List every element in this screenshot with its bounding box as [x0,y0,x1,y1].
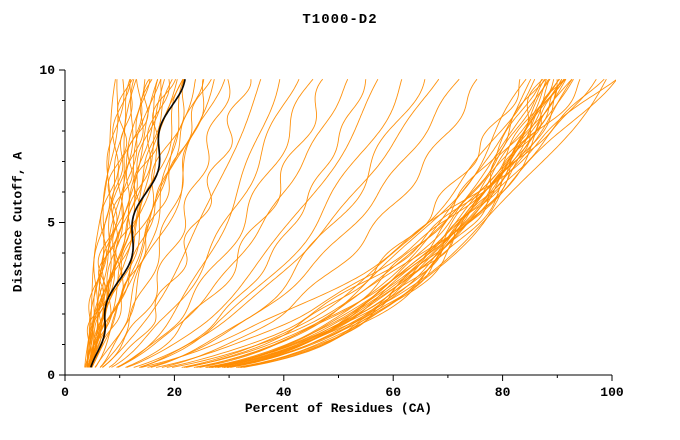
x-tick-label: 0 [61,385,69,400]
model-curve [223,79,547,368]
model-curve [89,79,177,368]
y-tick-label: 0 [47,368,55,383]
model-curve [224,78,567,368]
model-curve [95,79,165,368]
model-curve [111,79,300,368]
model-curve [126,78,379,368]
y-tick-label: 5 [47,216,55,231]
model-curve [94,79,226,368]
model-curve [227,78,560,368]
model-curve [139,79,403,368]
chart-title: T1000-D2 [302,12,378,28]
model-curve [193,78,551,368]
model-curve [240,78,574,368]
model-curve [166,79,581,368]
x-tick-label: 20 [167,385,183,400]
highlight-curve [89,79,186,368]
x-tick-label: 60 [385,385,401,400]
y-axis-label: Distance Cutoff, A [10,151,26,293]
model-curve [226,78,573,368]
model-curve [147,78,460,368]
model-curve [85,79,131,368]
model-curve [210,78,532,368]
model-curve [116,78,314,368]
y-tick-label: 10 [39,63,55,78]
model-curve [99,79,205,368]
model-curve [102,79,231,368]
model-curve [117,79,281,368]
model-curve [108,79,252,368]
model-curve [156,78,605,368]
x-axis-label: Percent of Residues (CA) [244,401,433,416]
model-curve [209,78,567,368]
model-curve [87,78,173,368]
curves-group [84,78,616,368]
model-curve [161,78,478,368]
model-curve [133,78,440,368]
x-tick-label: 80 [495,385,511,400]
model-curve [172,79,616,368]
x-tick-label: 40 [276,385,292,400]
model-curve [230,78,550,368]
model-curve [199,78,547,368]
model-curve [206,78,607,368]
model-curve [116,79,349,368]
model-curve [205,78,563,368]
model-curve [99,79,185,368]
model-curve [236,78,563,368]
model-curve [86,79,146,368]
model-curve [101,79,262,368]
model-curve [85,78,150,368]
model-curve [139,79,367,368]
model-curve [238,79,565,368]
model-curve [91,79,196,368]
model-curve [217,78,561,368]
model-curve [222,79,543,368]
x-tick-label: 100 [600,385,624,400]
model-curve [208,78,545,368]
model-curve [141,79,616,368]
model-curve [217,79,550,368]
model-curve [86,79,119,368]
model-curve [89,79,151,368]
model-curve [91,79,205,368]
